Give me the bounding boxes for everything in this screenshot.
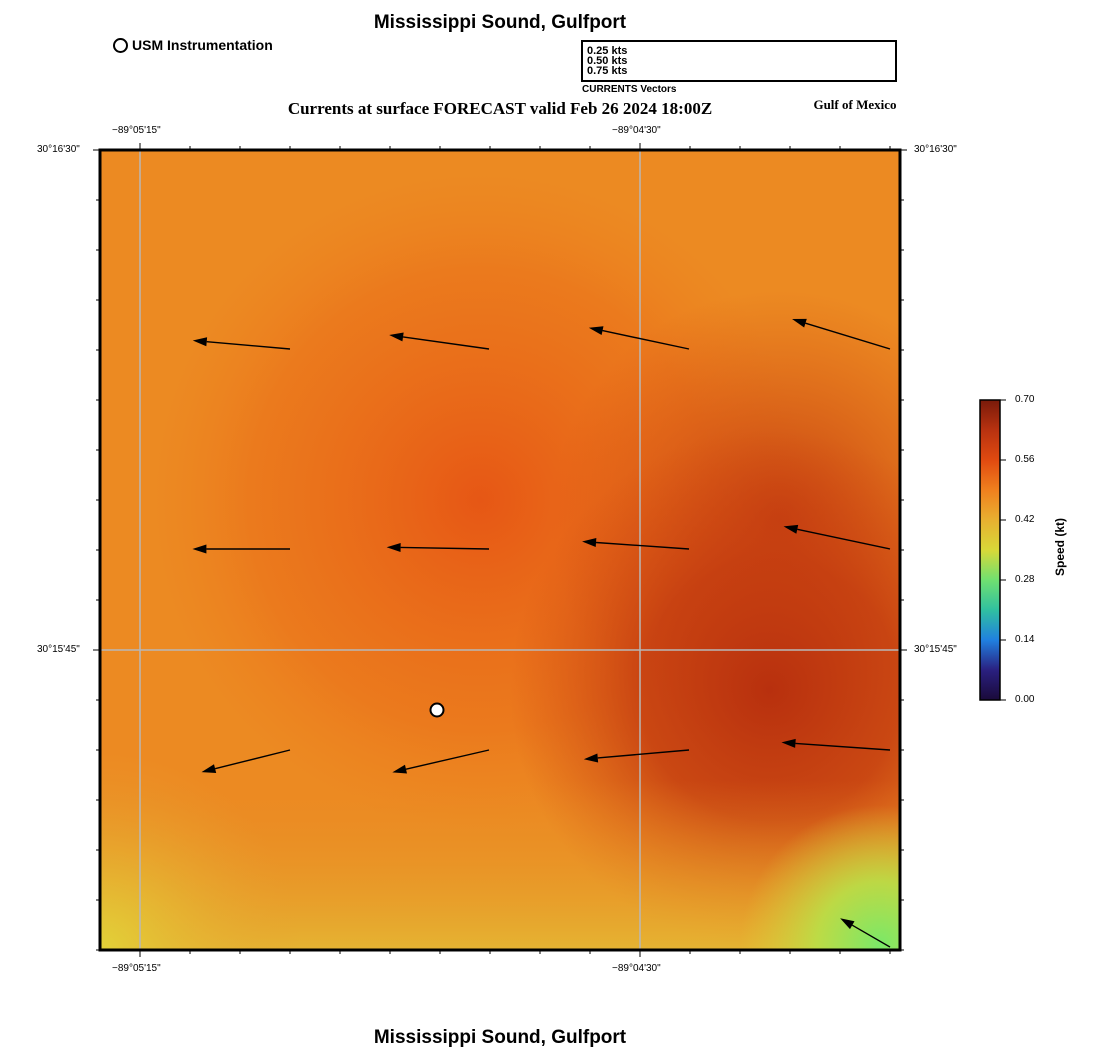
major-ticks	[93, 143, 907, 957]
vector-legend-box: 0.25 kts 0.50 kts 0.75 kts	[581, 40, 897, 82]
lon-tick-top-2: −89°04'30"	[612, 125, 661, 136]
vector-legend-caption: CURRENTS Vectors	[582, 84, 677, 95]
current-vector-shaft	[400, 546, 490, 550]
vector-legend-label-025: 0.25 kts	[587, 45, 628, 57]
current-vector-arrowhead-icon	[781, 738, 796, 748]
lat-tick-right-1: 30°16'30"	[914, 144, 957, 155]
current-vector-shaft	[595, 541, 690, 550]
current-vector-shaft	[597, 749, 690, 759]
lon-tick-top-1: −89°05'15"	[112, 125, 161, 136]
map-bottom-title: Mississippi Sound, Gulfport	[373, 1027, 627, 1048]
colorbar-tick-042: 0.42	[1015, 514, 1035, 525]
current-vector-arrowhead-icon	[192, 544, 207, 554]
colorbar-tick-028: 0.28	[1015, 574, 1035, 585]
current-vector-arrowhead-icon	[201, 764, 217, 774]
speed-field	[100, 150, 900, 950]
colorbar-title: Speed (kt)	[1053, 518, 1067, 577]
colorbar-ramp	[979, 399, 1001, 701]
current-vector-shaft	[795, 742, 891, 751]
current-vector-arrowhead-icon	[588, 326, 604, 336]
lon-tick-bottom-2: −89°04'30"	[612, 963, 661, 974]
current-vector-arrowhead-icon	[583, 753, 599, 763]
station-legend-label: USM Instrumentation	[132, 37, 273, 53]
usm-instrumentation-station-icon[interactable]	[429, 702, 445, 718]
current-vector-arrowhead-icon	[792, 318, 807, 328]
current-vector-shaft	[602, 329, 690, 350]
lon-tick-bottom-1: −89°05'15"	[112, 963, 161, 974]
colorbar-tick-014: 0.14	[1015, 634, 1035, 645]
current-vector-arrowhead-icon	[840, 918, 855, 930]
map-subtitle: Currents at surface FORECAST valid Feb 2…	[287, 99, 713, 118]
current-vector-arrowhead-icon	[783, 524, 799, 534]
current-vector-arrowhead-icon	[389, 332, 404, 342]
current-vector-shaft	[805, 322, 891, 350]
colorbar-tick-056: 0.56	[1015, 454, 1035, 465]
current-vector-shaft	[214, 749, 291, 770]
current-vectors	[192, 318, 891, 948]
current-vector-shaft	[405, 749, 490, 770]
current-vector-shaft	[402, 336, 490, 350]
vector-legend-label-050: 0.50 kts	[587, 55, 628, 67]
colorbar-tick-070: 0.70	[1015, 394, 1035, 405]
vector-legend-label-075: 0.75 kts	[587, 65, 628, 77]
current-vector-arrowhead-icon	[386, 542, 401, 552]
graticule	[100, 150, 900, 950]
region-label: Gulf of Mexico	[813, 97, 897, 112]
station-legend: USM Instrumentation	[113, 37, 273, 53]
current-vector-arrowhead-icon	[392, 764, 407, 774]
current-vector-arrowhead-icon	[192, 337, 208, 347]
colorbar	[979, 399, 1006, 701]
colorbar-tick-000: 0.00	[1015, 694, 1035, 705]
current-vector-arrowhead-icon	[582, 538, 597, 547]
current-vector-shaft	[206, 341, 291, 350]
current-vector-shaft	[797, 528, 891, 550]
open-circle-icon	[113, 37, 128, 53]
lat-tick-left-1: 30°16'30"	[37, 144, 80, 155]
current-vector-shaft	[851, 924, 891, 948]
map-title: Mississippi Sound, Gulfport	[373, 12, 627, 33]
lat-tick-right-2: 30°15'45"	[914, 644, 957, 655]
lat-tick-left-2: 30°15'45"	[37, 644, 80, 655]
